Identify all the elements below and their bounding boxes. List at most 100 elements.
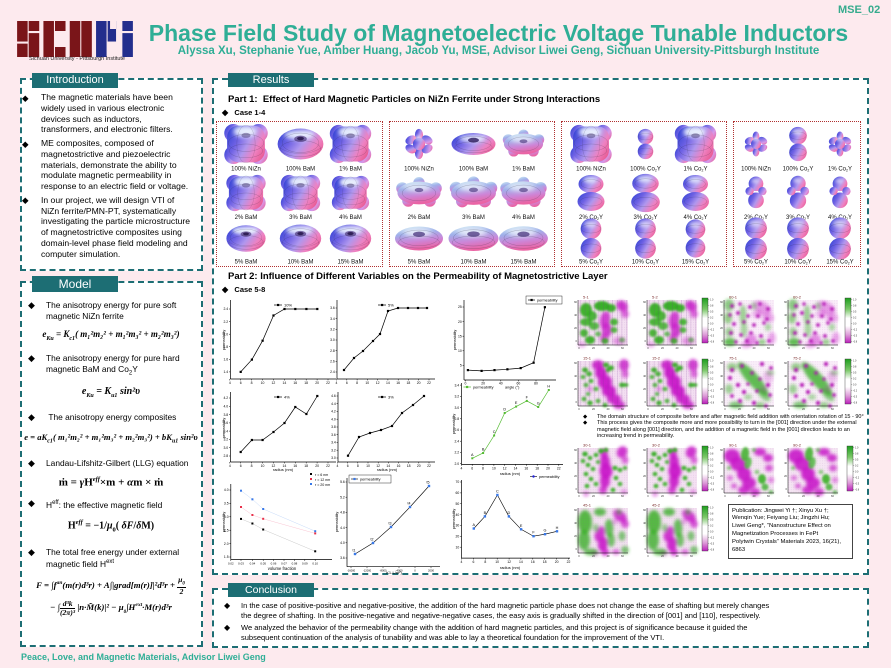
svg-text:6: 6 [472,560,474,564]
svg-text:40: 40 [607,494,610,498]
svg-text:100% NiZn: 100% NiZn [404,167,434,173]
svg-text:0.5: 0.5 [710,372,714,375]
svg-text:0.03: 0.03 [238,562,244,566]
svg-text:12: 12 [272,381,276,385]
svg-text:20: 20 [643,474,646,478]
svg-text:0.06: 0.06 [271,562,277,566]
svg-text:20: 20 [592,346,595,350]
svg-text:C: C [496,490,499,494]
svg-text:40: 40 [784,461,787,465]
svg-text:20: 20 [643,326,646,330]
svg-text:16: 16 [396,381,400,385]
svg-text:60: 60 [767,494,770,498]
svg-text:8: 8 [357,464,359,468]
svg-text:G: G [537,402,540,406]
svg-text:0: 0 [722,339,724,343]
svg-text:75-2: 75-2 [793,356,802,361]
svg-text:t1: t1 [353,549,356,553]
svg-text:3.4: 3.4 [330,317,335,321]
svg-text:8: 8 [484,560,486,564]
svg-text:0: 0 [576,487,578,491]
svg-text:0: 0 [576,339,578,343]
svg-text:permeability: permeability [452,509,456,530]
svg-text:0: 0 [414,569,416,573]
svg-text:2.0: 2.0 [223,332,228,336]
svg-text:permeability: permeability [335,512,339,533]
svg-text:0.07: 0.07 [281,562,287,566]
svg-text:40: 40 [720,374,723,378]
svg-text:40: 40 [784,313,787,317]
svg-text:2.4: 2.4 [454,439,459,443]
svg-text:10% Co2Y: 10% Co2Y [784,260,811,266]
svg-text:6: 6 [347,464,349,468]
svg-text:4: 4 [229,464,231,468]
svg-text:2.0: 2.0 [454,462,459,466]
svg-text:60: 60 [720,448,723,452]
svg-text:20: 20 [574,474,577,478]
svg-text:permeability: permeability [473,386,494,390]
svg-text:r = 12 nm: r = 12 nm [315,478,330,482]
svg-text:-0.8: -0.8 [710,549,715,552]
svg-text:3.0: 3.0 [224,515,229,519]
svg-text:0: 0 [647,554,649,558]
svg-text:10: 10 [492,466,496,470]
svg-text:40: 40 [643,374,646,378]
svg-text:20: 20 [546,466,550,470]
svg-text:40: 40 [720,313,723,317]
svg-text:20: 20 [592,554,595,558]
svg-text:0.5: 0.5 [855,459,859,462]
svg-text:0.0: 0.0 [710,471,714,474]
svg-text:0.5: 0.5 [710,311,714,314]
svg-text:4% BaM: 4% BaM [512,215,535,221]
svg-text:4: 4 [336,381,338,385]
svg-text:-0.8: -0.8 [710,402,715,405]
svg-text:40: 40 [574,374,577,378]
svg-text:20: 20 [784,474,787,478]
svg-text:70: 70 [456,480,460,484]
svg-text:40: 40 [817,494,820,498]
svg-text:1.4: 1.4 [223,370,228,374]
svg-text:volume fraction: volume fraction [268,566,297,571]
svg-text:20: 20 [720,474,723,478]
svg-text:0: 0 [786,487,788,491]
svg-text:3.0: 3.0 [330,338,335,342]
svg-text:2.2: 2.2 [454,451,459,455]
svg-text:0: 0 [578,346,580,350]
svg-text:0: 0 [788,494,790,498]
svg-text:30: 30 [456,524,460,528]
svg-text:90-2: 90-2 [793,443,802,448]
svg-text:0.0: 0.0 [710,531,714,534]
svg-text:0: 0 [724,346,726,350]
svg-text:20: 20 [784,326,787,330]
svg-text:20: 20 [574,387,577,391]
svg-text:0.0: 0.0 [853,323,857,326]
svg-text:4.6: 4.6 [331,394,336,398]
svg-text:0: 0 [578,407,580,411]
svg-text:20: 20 [643,387,646,391]
svg-text:8: 8 [482,466,484,470]
svg-text:2.6: 2.6 [454,428,459,432]
svg-text:14: 14 [519,560,523,564]
svg-text:20: 20 [592,494,595,498]
svg-text:A: A [473,523,476,527]
svg-text:60: 60 [517,382,521,386]
svg-text:-16000: -16000 [347,569,356,573]
svg-text:20: 20 [738,407,741,411]
svg-text:B: B [482,448,485,452]
svg-text:10% BaM: 10% BaM [287,260,313,266]
svg-text:18: 18 [535,466,539,470]
svg-text:K1-L/m²): K1-L/m²) [386,570,402,575]
svg-text:-0.5: -0.5 [710,396,715,399]
svg-text:40: 40 [499,382,503,386]
svg-text:3.6: 3.6 [340,556,345,560]
svg-text:0.05: 0.05 [260,562,266,566]
svg-text:2.4: 2.4 [223,307,228,311]
svg-text:0.8: 0.8 [855,453,859,456]
svg-text:3.2: 3.2 [330,328,335,332]
svg-text:60: 60 [621,346,624,350]
svg-text:100% NiZn: 100% NiZn [231,167,261,173]
svg-text:20: 20 [738,346,741,350]
svg-text:1.0: 1.0 [710,507,714,510]
svg-text:16: 16 [293,381,297,385]
svg-text:20: 20 [315,464,319,468]
